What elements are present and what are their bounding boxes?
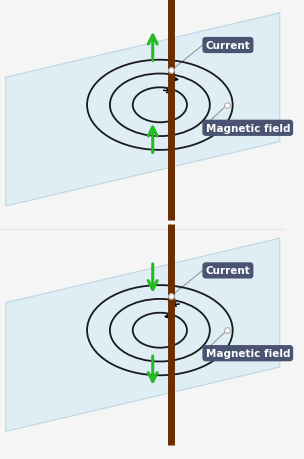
Polygon shape [6,14,280,207]
Text: Current: Current [206,266,250,276]
Text: Magnetic field: Magnetic field [206,348,290,358]
Text: Current: Current [206,41,250,51]
Text: Magnetic field: Magnetic field [206,123,290,134]
Polygon shape [6,239,280,431]
